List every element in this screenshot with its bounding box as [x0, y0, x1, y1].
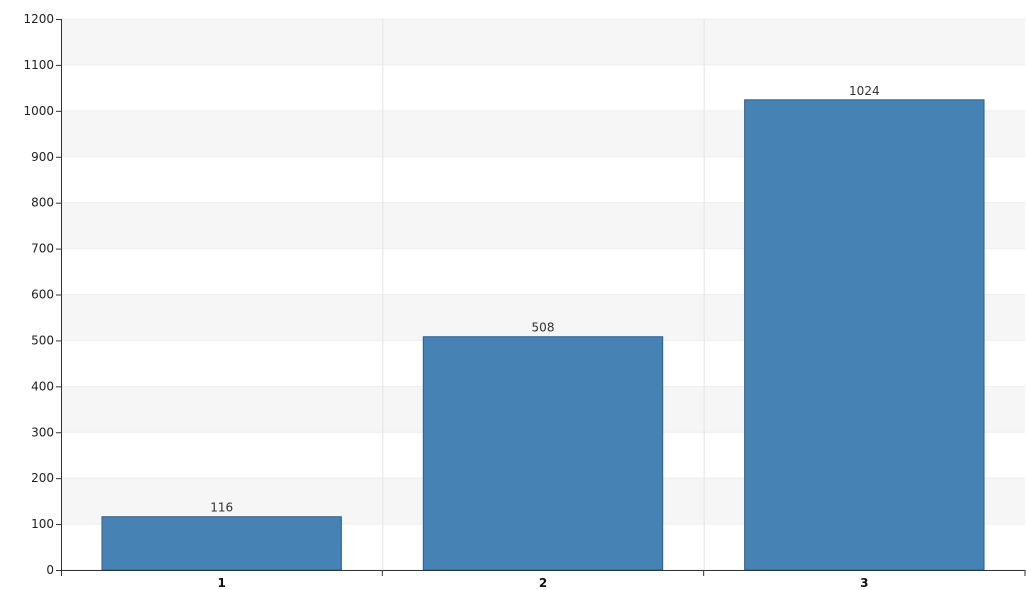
y-tick-label-500: 500: [31, 333, 54, 347]
y-tick-label-1000: 1000: [23, 104, 54, 118]
y-tick-label-300: 300: [31, 425, 54, 439]
bar-2: [422, 336, 664, 571]
y-axis-ticks: 0 100 200 300 400 500 600 700 800 900 1000 1100 1200: [23, 12, 61, 577]
vertical-gridlines: [382, 19, 705, 570]
bar-3: [744, 99, 985, 571]
y-tick-label-700: 700: [31, 242, 54, 256]
y-tick-label-0: 0: [46, 563, 54, 577]
y-tick-label-800: 800: [31, 196, 54, 210]
x-axis-ticks: 1 2 3: [61, 570, 1026, 590]
axes: [61, 19, 1025, 571]
y-tick-label-100: 100: [31, 517, 54, 531]
y-tick-label-400: 400: [31, 379, 54, 393]
y-tick-label-900: 900: [31, 150, 54, 164]
data-label-2: 508: [532, 321, 555, 335]
y-tick-label-1200: 1200: [23, 12, 54, 26]
grid-band: [61, 19, 1025, 65]
x-tick-label-2: 2: [539, 576, 547, 590]
x-tick-label-1: 1: [217, 576, 225, 590]
data-labels: 116 508 1024: [210, 84, 879, 515]
data-label-1: 116: [210, 501, 233, 515]
x-tick-label-3: 3: [860, 576, 868, 590]
y-tick-label-200: 200: [31, 471, 54, 485]
bars: [101, 99, 985, 571]
data-label-3: 1024: [849, 84, 880, 98]
y-tick-label-600: 600: [31, 288, 54, 302]
bar-1: [101, 516, 342, 571]
y-tick-label-1100: 1100: [23, 58, 54, 72]
